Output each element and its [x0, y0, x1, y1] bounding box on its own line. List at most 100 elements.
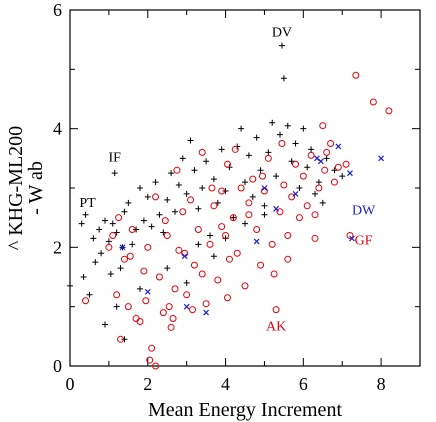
plus-point — [125, 199, 132, 206]
annotation-dw: DW — [352, 204, 376, 219]
circle-point — [136, 318, 144, 325]
plus-point — [296, 185, 303, 191]
plus-point — [195, 205, 202, 212]
x-axis-title: Mean Energy Increment — [148, 399, 342, 421]
plus-point — [284, 122, 291, 129]
circle-point — [115, 214, 123, 222]
plus-point — [109, 220, 116, 227]
cross-point — [273, 205, 280, 212]
plus-point — [156, 211, 163, 218]
circle-point — [272, 306, 280, 314]
plus-point — [86, 291, 93, 298]
circle-point — [385, 107, 393, 115]
plus-point — [67, 282, 73, 289]
circle-point — [159, 309, 167, 317]
annotation-if: IF — [108, 150, 121, 165]
annotation-gf: GF — [355, 233, 373, 248]
plus-point — [137, 285, 143, 292]
plus-point — [277, 131, 283, 138]
plus-point — [133, 226, 140, 233]
circle-point — [187, 196, 195, 204]
plus-point — [319, 199, 326, 206]
circle-point — [327, 140, 335, 147]
plus-point — [121, 336, 128, 343]
plus-point — [245, 152, 252, 159]
circle-point — [181, 249, 189, 257]
y-axis-ticks: 0 2 4 6 — [53, 0, 420, 376]
x-tick-label: 4 — [221, 374, 230, 394]
circle-point — [152, 193, 160, 201]
annotation-dv: DV — [272, 26, 292, 41]
circle-point — [198, 148, 206, 156]
circle-point — [346, 231, 354, 239]
y-tick-label: 6 — [53, 0, 62, 20]
cross-point — [203, 309, 210, 316]
circle-point — [264, 154, 272, 162]
plus-point — [199, 185, 206, 191]
cross-point — [349, 235, 355, 242]
plus-point — [214, 199, 221, 206]
plus-point — [113, 229, 120, 236]
circle-point — [253, 226, 261, 234]
plus-point — [257, 167, 264, 174]
y-tick-label: 2 — [53, 237, 62, 257]
circle-point — [161, 217, 169, 225]
annotation-ak: AK — [266, 319, 286, 334]
circle-point — [257, 261, 265, 269]
circle-point — [140, 267, 148, 275]
plus-point — [168, 170, 175, 177]
circle-point — [284, 231, 292, 239]
plus-point — [269, 119, 276, 126]
circle-point — [225, 255, 233, 263]
circle-point — [334, 163, 342, 171]
circle-point — [311, 211, 319, 219]
plus-point — [288, 158, 295, 165]
plus-point — [152, 179, 159, 186]
circle-point — [352, 71, 360, 79]
plus-point — [137, 185, 143, 191]
annotation-pt: PT — [79, 196, 96, 211]
plus-point — [144, 193, 151, 200]
plus-point — [107, 271, 114, 278]
plus-point — [292, 140, 299, 147]
circle-point — [183, 291, 191, 299]
plus-point — [261, 211, 268, 218]
plus-point — [308, 146, 315, 153]
circle-point — [315, 184, 323, 192]
circle-point — [117, 335, 125, 343]
plus-point — [129, 241, 136, 248]
plus-point — [278, 42, 285, 49]
x-tick-label: 0 — [66, 374, 75, 394]
circle-point — [259, 172, 266, 180]
circle-point — [144, 243, 152, 251]
circle-point — [167, 323, 175, 331]
circle-point — [202, 300, 210, 308]
plus-point — [92, 259, 99, 266]
plus-point — [312, 190, 318, 197]
point-annotations: DV IF PT DW GF AK — [79, 26, 376, 335]
plus-point — [111, 170, 118, 177]
x-axis-ticks: 0 2 4 6 8 — [66, 10, 421, 394]
circle-point — [179, 208, 187, 216]
plot-frame — [69, 9, 421, 367]
circle-point — [163, 231, 171, 239]
plus-point — [148, 223, 155, 230]
cross-point — [314, 155, 320, 162]
circle-point — [245, 211, 253, 219]
circle-point — [198, 270, 206, 278]
y-axis-title-line-2: - W ab — [25, 161, 47, 215]
plus-point — [80, 274, 87, 280]
plus-point — [339, 173, 346, 180]
circle-point — [82, 297, 90, 305]
plus-point — [238, 125, 245, 132]
circle-point — [210, 202, 218, 210]
circle-point — [299, 172, 307, 180]
plus-point — [304, 164, 311, 171]
plus-point — [78, 220, 85, 227]
circle-point — [233, 249, 241, 257]
circle-point — [155, 273, 163, 281]
plus-point — [207, 232, 213, 239]
plus-point — [117, 265, 124, 272]
plus-point — [195, 241, 202, 248]
